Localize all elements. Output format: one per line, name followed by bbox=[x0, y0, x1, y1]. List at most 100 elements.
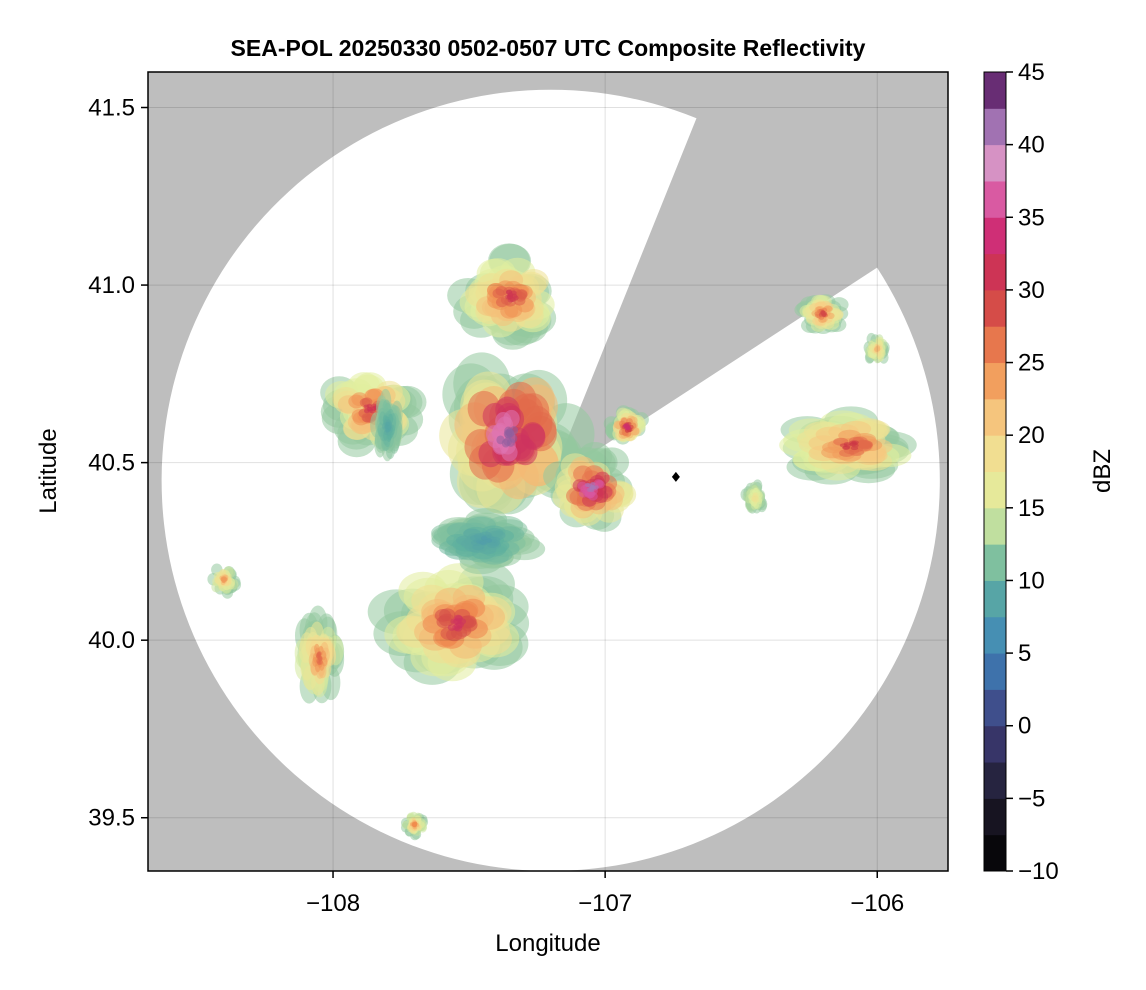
echo-cell bbox=[512, 295, 519, 301]
x-axis-label: Longitude bbox=[495, 930, 600, 957]
colorbar-tick-label: 20 bbox=[1018, 422, 1045, 449]
x-tick-label: −106 bbox=[850, 890, 904, 917]
echo-cell bbox=[510, 290, 517, 296]
colorbar-swatch bbox=[984, 217, 1006, 255]
colorbar-tick-label: 15 bbox=[1018, 495, 1045, 522]
echo-region bbox=[779, 406, 917, 485]
echo-region bbox=[794, 294, 849, 335]
colorbar-tick-label: 30 bbox=[1018, 277, 1045, 304]
echo-region bbox=[400, 811, 429, 841]
colorbar-swatch bbox=[984, 180, 1006, 218]
echo-cell bbox=[856, 443, 872, 452]
colorbar-swatch bbox=[984, 689, 1006, 727]
echo-cell bbox=[447, 624, 456, 631]
echo-region bbox=[370, 388, 403, 462]
echo-cell bbox=[826, 312, 835, 320]
echo-cell bbox=[386, 421, 391, 426]
colorbar-tick-label: 0 bbox=[1018, 713, 1031, 740]
x-axis-ticks: −108 −107 −106 bbox=[306, 871, 904, 917]
colorbar-tick-label: 10 bbox=[1018, 567, 1045, 594]
colorbar-swatch bbox=[984, 72, 1006, 109]
echo-cell bbox=[839, 443, 848, 448]
colorbar-swatch bbox=[984, 108, 1006, 146]
colorbar: −10 −5 0 5 10 15 20 25 30 35 40 45 bbox=[983, 59, 1059, 885]
echo-region bbox=[447, 243, 557, 350]
echo-cell bbox=[316, 652, 321, 658]
plot-frame bbox=[147, 71, 949, 872]
echo-cell bbox=[318, 656, 323, 662]
echo-cell bbox=[876, 347, 881, 352]
echo-cell bbox=[220, 576, 225, 581]
echo-cell bbox=[505, 289, 512, 295]
colorbar-swatch bbox=[984, 725, 1006, 763]
colorbar-swatch bbox=[984, 398, 1006, 436]
y-tick-label: 40.0 bbox=[88, 627, 135, 654]
echo-cell bbox=[480, 540, 486, 545]
colorbar-tick-label: 35 bbox=[1018, 204, 1045, 231]
echo-cell bbox=[624, 425, 629, 430]
echo-region bbox=[439, 352, 595, 515]
y-axis-ticks: 39.5 40.0 40.5 41.0 41.5 bbox=[88, 95, 148, 832]
y-tick-label: 41.0 bbox=[88, 272, 135, 299]
echo-cell bbox=[412, 823, 417, 828]
echo-region bbox=[603, 405, 649, 445]
grid-lines bbox=[148, 72, 948, 871]
echo-cell bbox=[436, 615, 453, 629]
echo-cell bbox=[814, 311, 820, 316]
colorbar-swatch bbox=[984, 144, 1006, 182]
echo-cell bbox=[586, 487, 592, 492]
chart-title: SEA-POL 20250330 0502-0507 UTC Composite… bbox=[231, 35, 866, 61]
echo-cell bbox=[751, 496, 756, 501]
echo-cell bbox=[363, 408, 370, 414]
y-tick-label: 40.5 bbox=[88, 450, 135, 477]
echo-region bbox=[543, 441, 637, 532]
colorbar-tick-label: 25 bbox=[1018, 350, 1045, 377]
y-axis-label: Latitude bbox=[35, 428, 62, 513]
colorbar-swatch bbox=[984, 326, 1006, 364]
y-tick-label: 39.5 bbox=[88, 805, 135, 832]
colorbar-swatch bbox=[984, 362, 1006, 400]
echo-region bbox=[431, 508, 546, 575]
echo-cell bbox=[486, 538, 493, 543]
markers bbox=[671, 471, 680, 482]
colorbar-swatch bbox=[984, 507, 1006, 545]
colorbar-swatch bbox=[984, 289, 1006, 327]
y-tick-label: 41.5 bbox=[88, 95, 135, 122]
echo-region bbox=[207, 563, 242, 599]
echo-cell bbox=[481, 535, 488, 540]
colorbar-tick-label: −10 bbox=[1018, 858, 1059, 885]
colorbar-frame bbox=[983, 71, 1007, 872]
colorbar-swatch bbox=[984, 580, 1006, 618]
colorbar-swatch bbox=[984, 798, 1006, 836]
x-tick-label: −107 bbox=[578, 890, 632, 917]
echo-region bbox=[367, 561, 530, 685]
colorbar-swatch bbox=[984, 653, 1006, 690]
colorbar-tick-label: −5 bbox=[1018, 785, 1045, 812]
echo-cell bbox=[385, 428, 390, 433]
echo-cell bbox=[505, 294, 512, 300]
diamond-marker bbox=[671, 471, 680, 482]
echo-region bbox=[863, 332, 890, 364]
echo-cell bbox=[496, 435, 505, 445]
echo-cell bbox=[584, 482, 590, 488]
echo-region bbox=[294, 605, 345, 704]
echo-cell bbox=[821, 310, 826, 315]
colorbar-tick-label: 45 bbox=[1018, 59, 1045, 86]
colorbar-tick-label: 40 bbox=[1018, 132, 1045, 159]
echo-cell bbox=[445, 628, 463, 642]
echo-cell bbox=[851, 443, 859, 448]
colorbar-swatch bbox=[984, 762, 1006, 799]
echo-cell bbox=[504, 426, 513, 436]
colorbar-label: dBZ bbox=[1089, 449, 1116, 493]
x-tick-label: −108 bbox=[306, 890, 360, 917]
echo-region bbox=[740, 479, 768, 514]
colorbar-swatch bbox=[984, 435, 1006, 472]
echo-cell bbox=[457, 618, 467, 625]
colorbar-swatch bbox=[984, 471, 1006, 509]
reflectivity-field bbox=[207, 243, 917, 841]
colorbar-tick-label: 5 bbox=[1018, 640, 1031, 667]
colorbar-swatch bbox=[984, 834, 1006, 872]
echo-cell bbox=[591, 485, 597, 490]
colorbar-swatch bbox=[984, 253, 1006, 291]
